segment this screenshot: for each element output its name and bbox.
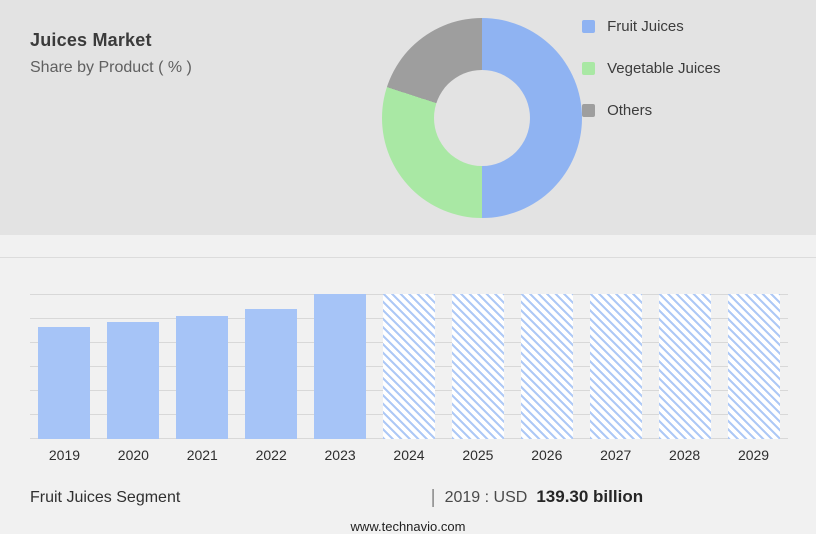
legend-swatch [582, 20, 596, 33]
x-axis-label: 2021 [186, 447, 218, 463]
historic-bar [38, 327, 91, 439]
x-axis-label: 2027 [600, 447, 632, 463]
legend-item: Vegetable Juices [582, 60, 806, 77]
bar-slot [306, 294, 375, 439]
legend-label: Vegetable Juices [607, 60, 721, 77]
website-url: www.technavio.com [350, 519, 466, 534]
legend-label: Others [607, 102, 653, 119]
bar-slot [99, 294, 168, 439]
x-axis-label: 2019 [48, 447, 81, 463]
footer-row: Fruit Juices Segment | 2019 : USD 139.30… [30, 487, 786, 507]
x-axis-label: 2024 [393, 447, 425, 463]
legend-swatch [582, 62, 596, 75]
value-prefix: 2019 : USD [444, 489, 528, 506]
bar-slot [719, 294, 788, 439]
historic-bar [176, 315, 229, 439]
section-divider [0, 257, 816, 258]
bar-slot [375, 294, 444, 439]
bar-series [30, 294, 788, 439]
x-axis-label: 2029 [737, 447, 770, 463]
x-axis-label: 2026 [531, 447, 563, 463]
bar-slot [168, 294, 237, 439]
donut-chart-area [382, 0, 583, 218]
bar-slot [581, 294, 650, 439]
value-amount: 139.30 billion [536, 487, 644, 506]
x-axis-label: 2022 [255, 447, 287, 463]
summary-panel: Juices Market Share by Product ( % ) Fru… [0, 0, 816, 235]
page-title: Juices Market [30, 30, 152, 50]
segment-label: Fruit Juices Segment [30, 489, 181, 506]
forecast-bar [658, 294, 711, 439]
legend-item: Fruit Juices [582, 18, 806, 35]
page-subtitle: Share by Product ( % ) [30, 59, 192, 76]
forecast-bar [382, 294, 435, 439]
forecast-bar [451, 294, 504, 439]
bar-chart [30, 294, 788, 439]
historic-bar [314, 294, 367, 439]
x-axis-label: 2020 [117, 447, 149, 463]
bar-slot [512, 294, 581, 439]
forecast-bar [589, 294, 642, 439]
bar-slot [650, 294, 719, 439]
bar-chart-panel: 2019 2020 2021 2022 2023 2024 2025 2026 2027 2028… [0, 294, 816, 534]
x-axis-label: 2025 [462, 447, 494, 463]
legend: Fruit Juices Vegetable Juices Others [582, 0, 816, 144]
historic-bar [245, 308, 298, 439]
bar-slot [30, 294, 99, 439]
x-axis-label: 2023 [324, 447, 356, 463]
bar-slot [443, 294, 512, 439]
x-axis-labels: 2019 2020 2021 2022 2023 2024 2025 2026 2027 2028… [30, 447, 788, 463]
market-value: | 2019 : USD 139.30 billion [431, 487, 786, 507]
divider-pipe: | [430, 487, 436, 508]
legend-label: Fruit Juices [607, 18, 684, 35]
bar-slot [237, 294, 306, 439]
legend-swatch [582, 104, 596, 117]
title-block: Juices Market Share by Product ( % ) [0, 0, 322, 77]
forecast-bar [520, 294, 573, 439]
historic-bar [107, 321, 160, 439]
forecast-bar [727, 294, 780, 439]
donut-chart [382, 18, 583, 218]
x-axis-label: 2028 [669, 447, 701, 463]
legend-item: Others [582, 102, 806, 119]
